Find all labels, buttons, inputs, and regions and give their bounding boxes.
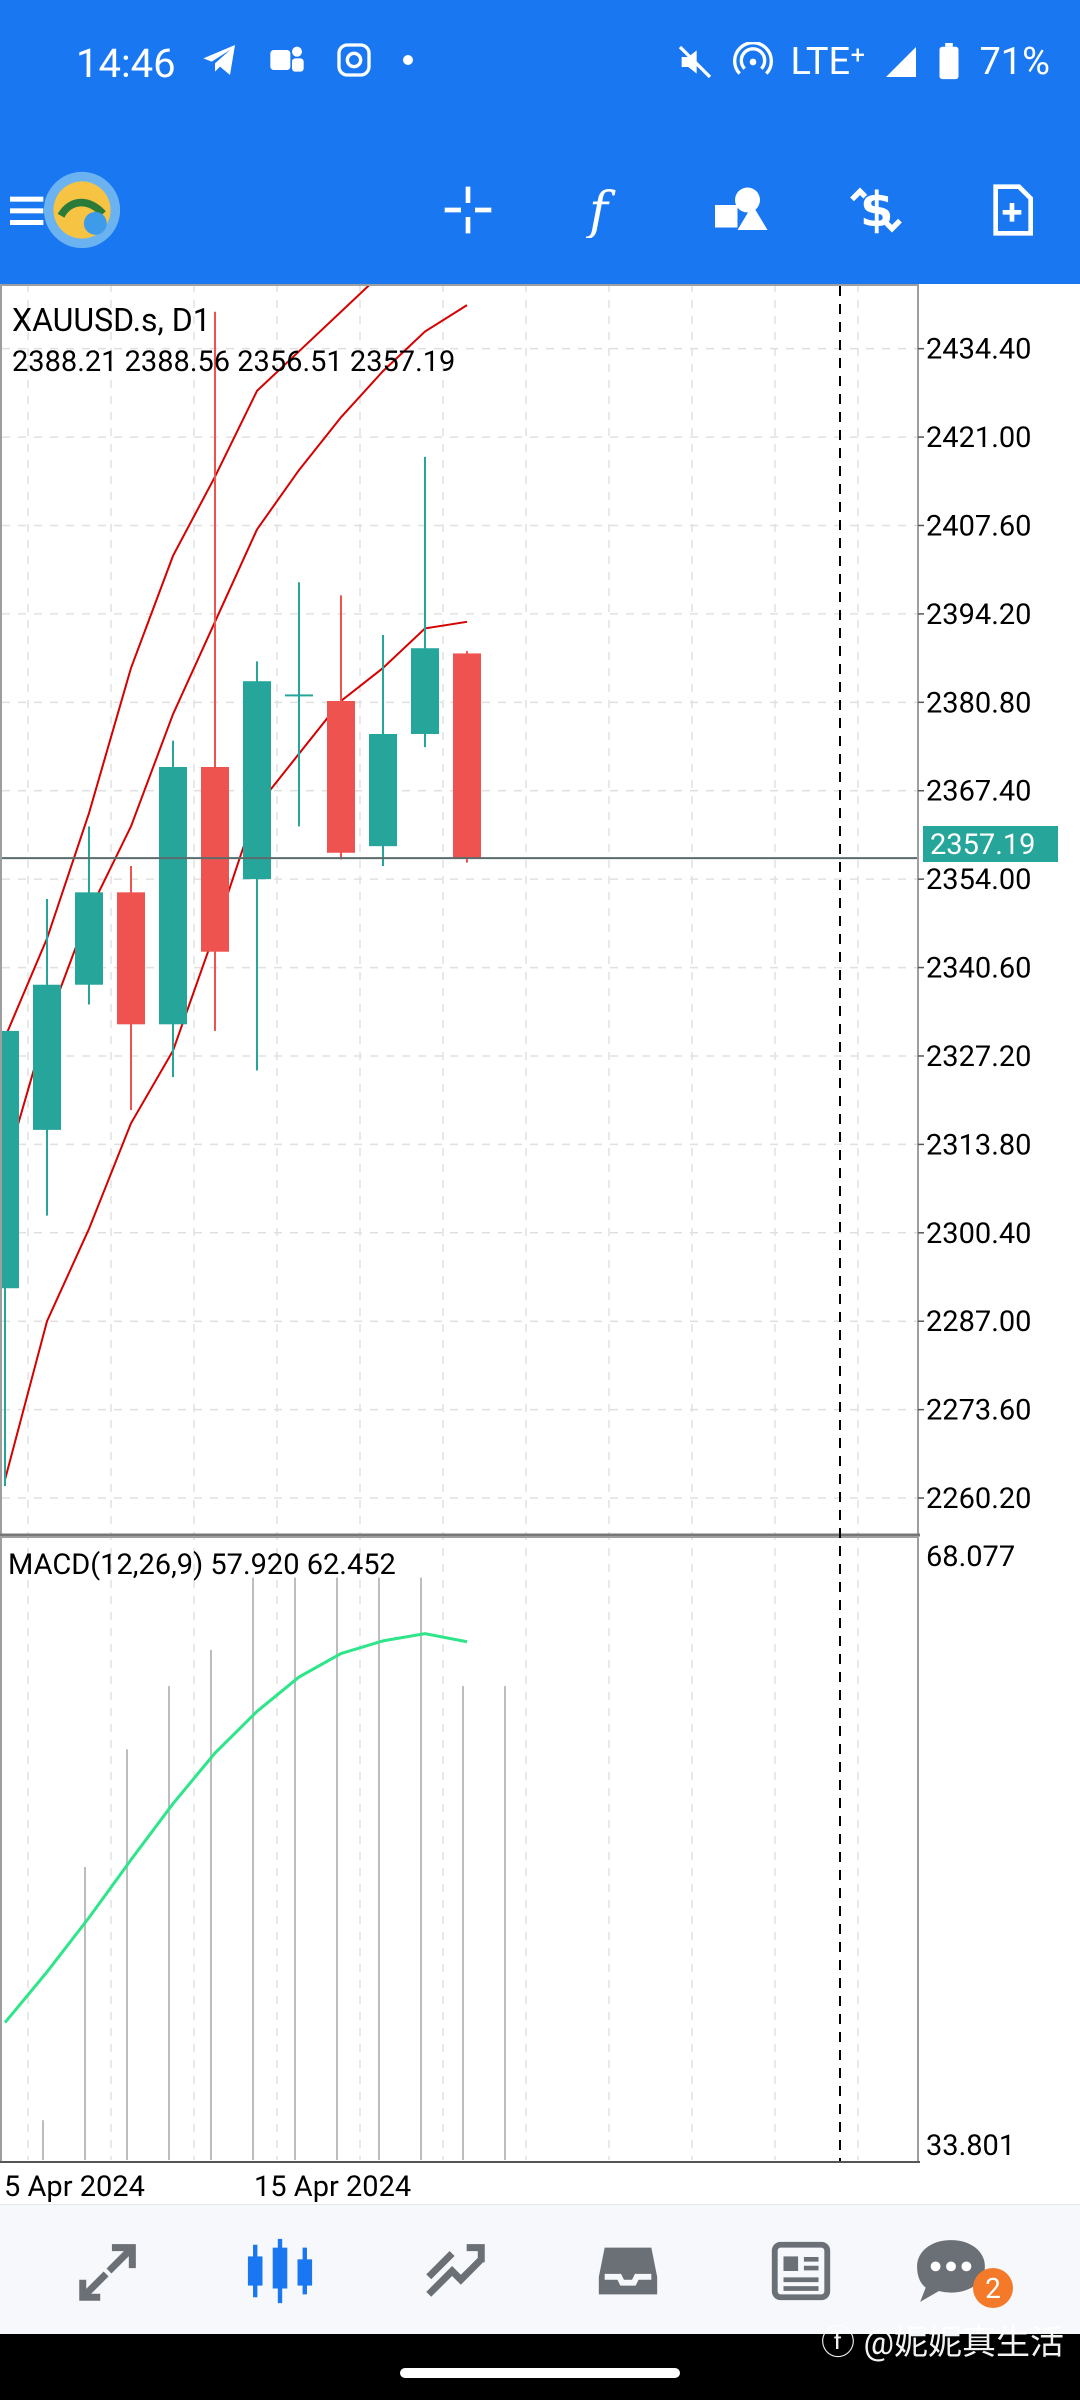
y-tick-label: 2287.00 [926,1305,1031,1339]
telegram-icon [203,45,235,75]
macd-scale-bottom: 33.801 [926,2129,1015,2163]
network-label: LTE⁺ [790,40,866,84]
history-nav-icon[interactable] [583,2226,673,2316]
candle-body [411,648,439,734]
watermark: ⓕ @妮妮真生活 [821,2323,1064,2363]
messages-badge: 2 [973,2268,1013,2308]
teams-icon [270,46,304,72]
y-tick-label: 2273.60 [926,1394,1031,1428]
candles [0,311,918,1487]
y-tick-label: 2380.80 [926,686,1031,720]
gesture-bar [0,2334,1080,2400]
y-tick-label: 2313.80 [926,1128,1031,1162]
ohlc-label: 2388.21 2388.56 2356.51 2357.19 [12,345,455,379]
candle-body [0,1030,19,1289]
notification-icons [200,40,416,80]
y-tick-label: 2260.20 [926,1482,1031,1516]
date-label-2: 15 Apr 2024 [254,2170,411,2204]
candle-body [159,766,187,1025]
price-chart[interactable]: 2434.40 2421.00 2407.60 2394.20 2380.80 2367.… [0,284,1080,2204]
current-price-label: 2357.19 [930,828,1035,862]
battery-icon [939,43,959,80]
current-price-label-bg [923,826,1058,862]
objects-icon[interactable] [700,170,780,250]
y-tick-label: 2394.20 [926,598,1031,632]
candle-body [285,694,313,697]
mute-icon [678,45,711,79]
candle-body [33,984,61,1130]
symbol-label: XAUUSD.s, D1 [12,301,211,339]
candle-body [243,681,271,880]
macd-signal-line [3,1632,468,2024]
macd-label: MACD(12,26,9) 57.920 62.452 [8,1548,396,1582]
dot-icon [403,55,413,65]
function-icon[interactable]: f [563,170,643,250]
date-label-1: 5 Apr 2024 [4,2170,145,2204]
crosshair-icon[interactable] [428,170,508,250]
y-tick-label: 2354.00 [926,863,1031,897]
signal-icon [886,47,917,77]
band-upper [4,284,372,1038]
trade-nav-icon[interactable] [410,2226,500,2316]
app-logo[interactable] [42,170,122,250]
candle-body [201,766,229,952]
macd-panel [3,1577,506,2160]
chart-nav-icon[interactable] [235,2226,325,2316]
candle-body [453,653,481,859]
instagram-icon [337,43,371,77]
chart-area[interactable]: 2434.40 2421.00 2407.60 2394.20 2380.80 2367.… [0,284,1080,2204]
messages-nav-icon[interactable] [906,2226,996,2316]
candle-body [327,701,355,853]
chart-frame [0,284,920,2163]
new-order-icon[interactable] [972,170,1052,250]
app-toolbar [0,140,1080,284]
grid [2,284,918,2160]
home-indicator[interactable] [400,2368,680,2378]
trade-icon[interactable]: $ [836,170,916,250]
menu-icon[interactable] [0,170,70,250]
y-tick-label: 2327.20 [926,1040,1031,1074]
y-tick-label: 2407.60 [926,509,1031,543]
candle-body [369,733,397,847]
status-time: 14:46 [76,40,176,87]
indicator-bands [4,284,468,1480]
status-bar: 14:46 LTE⁺ 71% [0,0,1080,140]
band-lower [4,620,468,1480]
candle-body [117,892,145,1025]
y-tick-label: 2300.40 [926,1217,1031,1251]
y-tick-label: 2421.00 [926,421,1031,455]
price-axis: 2434.40 2421.00 2407.60 2394.20 2380.80 2367.… [918,333,1031,1516]
svg-text:$: $ [860,182,893,238]
news-nav-icon[interactable] [756,2226,846,2316]
y-tick-label: 2367.40 [926,775,1031,809]
y-tick-label: 2340.60 [926,952,1031,986]
system-icons: LTE⁺ 71% [675,40,1050,84]
candle-body [75,892,103,985]
y-tick-label: 2434.40 [926,333,1031,367]
battery-percent: 71% [979,40,1050,84]
macd-scale-top: 68.077 [926,1540,1015,1574]
quotes-nav-icon[interactable] [64,2226,154,2316]
svg-text:f: f [585,182,616,238]
hotspot-icon [732,42,773,75]
bottom-navigation [0,2204,1080,2335]
